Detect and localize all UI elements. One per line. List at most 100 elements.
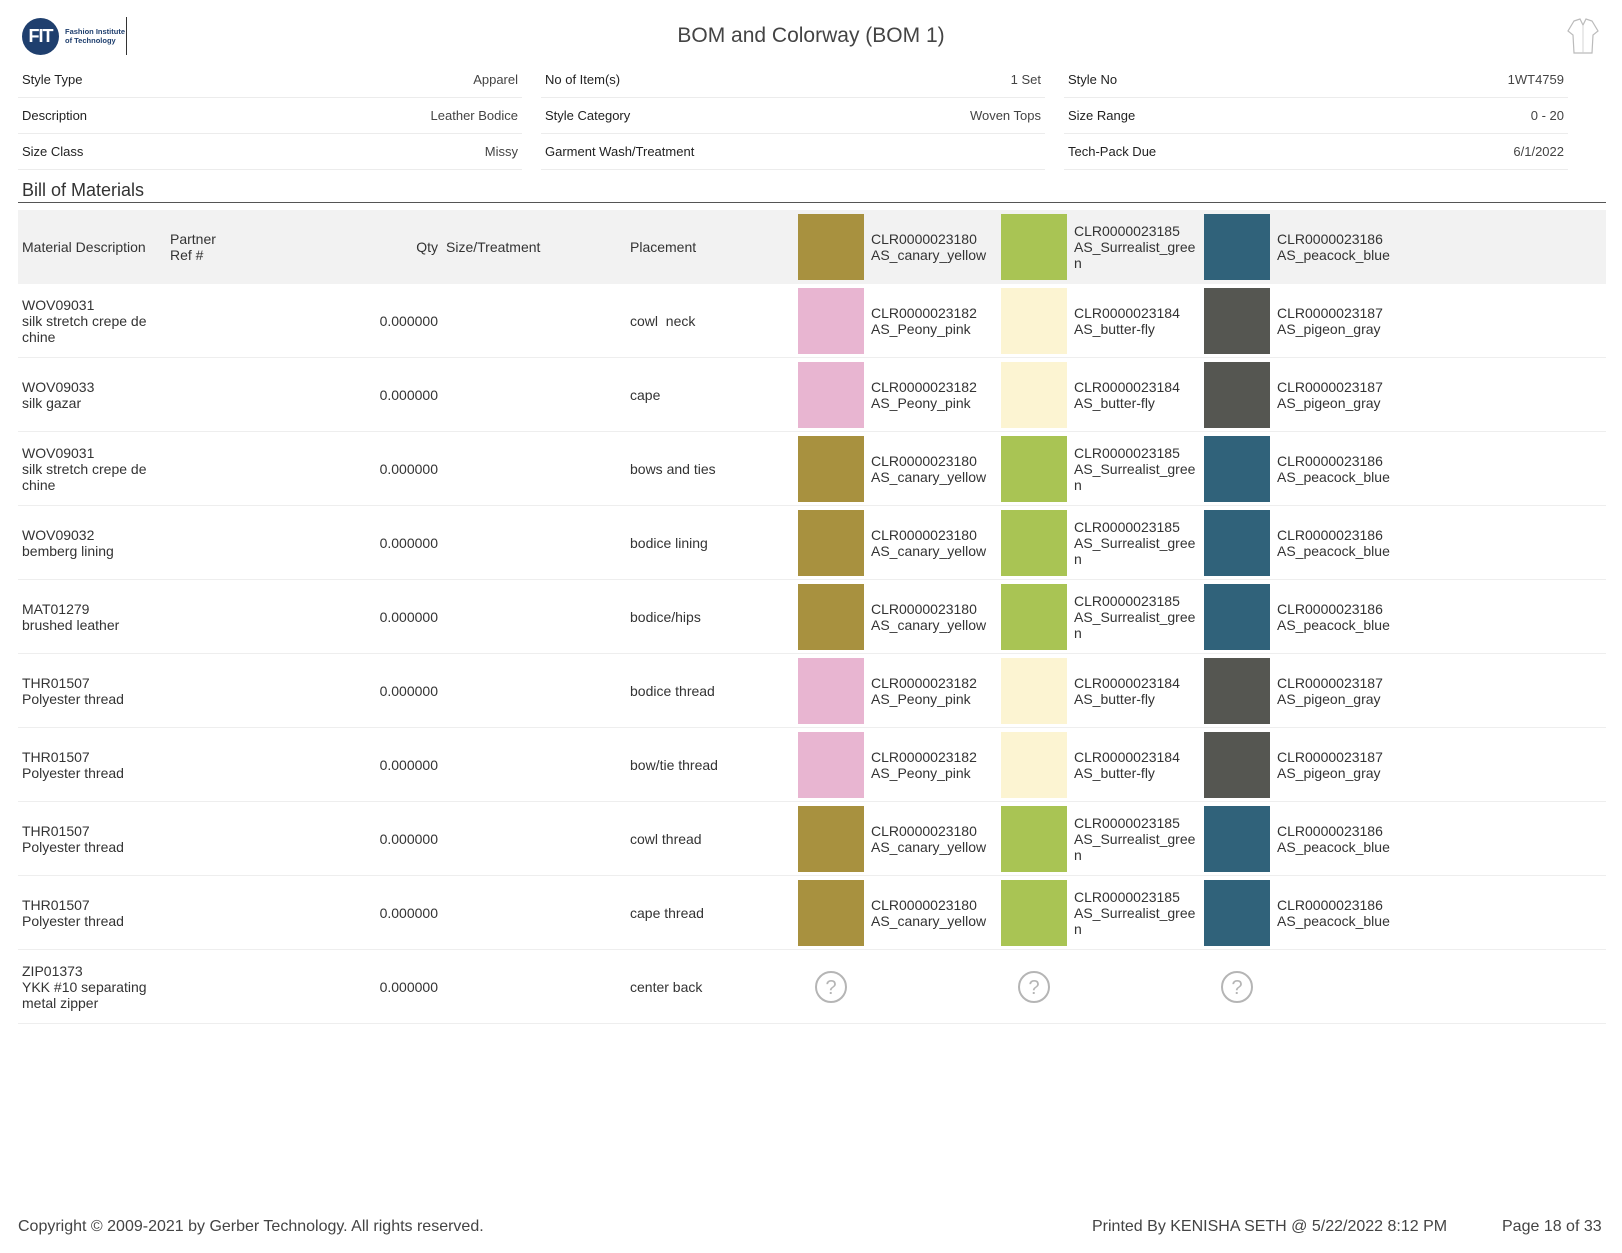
- material-description: WOV09031 silk stretch crepe de chine: [22, 296, 147, 345]
- color-name: CLR0000023182 AS_Peony_pink: [871, 378, 977, 411]
- table-row: WOV09032 bemberg lining 0.000000 bodice li…: [18, 506, 1606, 580]
- color-swatch: [1001, 362, 1067, 428]
- color-name: CLR0000023182 AS_Peony_pink: [871, 304, 977, 337]
- footer-page-number: Page 18 of 33: [1502, 1218, 1602, 1235]
- placement: bodice thread: [630, 682, 715, 699]
- col-header-partner-ref: Partner Ref #: [170, 230, 216, 263]
- color-swatch: [1204, 362, 1270, 428]
- header-field: Garment Wash/Treatment: [541, 134, 1045, 170]
- quantity: 0.000000: [379, 978, 438, 995]
- size-treatment: [446, 506, 616, 579]
- color-swatch: [1001, 288, 1067, 354]
- placement: cowl neck: [630, 312, 696, 329]
- header-field-column: Style No 1WT4759 Size Range 0 - 20 Tech-Pack…: [1064, 62, 1568, 170]
- fit-logo-text: Fashion Institute of Technology: [65, 27, 125, 45]
- color-swatch: [1001, 436, 1067, 502]
- footer-printed-by: Printed By KENISHA SETH @ 5/22/2022 8:12…: [1092, 1218, 1448, 1235]
- bom-table: Material Description Partner Ref # Qty S…: [18, 210, 1606, 1024]
- color-swatch: [798, 732, 864, 798]
- color-swatch: [1204, 510, 1270, 576]
- header-field: Description Leather Bodice: [18, 98, 522, 134]
- header-field-column: No of Item(s) 1 Set Style Category Woven To…: [541, 62, 1045, 170]
- color-name: CLR0000023187 AS_pigeon_gray: [1277, 304, 1383, 337]
- colorway-swatch: [1001, 214, 1067, 280]
- header-field: Style Type Apparel: [18, 62, 522, 98]
- color-swatch: [1204, 436, 1270, 502]
- header-field-value: Missy: [484, 144, 518, 159]
- material-description: THR01507 Polyester thread: [22, 748, 124, 781]
- color-swatch: [1204, 806, 1270, 872]
- placement: cape: [630, 386, 661, 403]
- header-field-value: Apparel: [473, 72, 518, 87]
- placement: cape thread: [630, 904, 704, 921]
- table-row: WOV09031 silk stretch crepe de chine 0.00…: [18, 432, 1606, 506]
- colorway-header-3: CLR0000023186 AS_peacock_blue: [1277, 230, 1390, 263]
- color-name: CLR0000023186 AS_peacock_blue: [1277, 822, 1390, 855]
- color-name: CLR0000023187 AS_pigeon_gray: [1277, 674, 1383, 707]
- header-field-column: Style Type Apparel Description Leather Bodi…: [18, 62, 522, 170]
- header-field: Size Range 0 - 20: [1064, 98, 1568, 134]
- partner-ref: [170, 654, 230, 727]
- partner-ref: [170, 876, 230, 949]
- quantity: 0.000000: [379, 682, 438, 699]
- color-swatch: [1204, 732, 1270, 798]
- header-field: Tech-Pack Due 6/1/2022: [1064, 134, 1568, 170]
- color-swatch: [1204, 880, 1270, 946]
- color-name: CLR0000023185 AS_Surrealist_green: [1074, 518, 1196, 567]
- colorway-swatch: [798, 214, 864, 280]
- color-swatch: [798, 584, 864, 650]
- color-name: CLR0000023180 AS_canary_yellow: [871, 600, 987, 633]
- color-swatch: [1204, 288, 1270, 354]
- colorway-header-1: CLR0000023180 AS_canary_yellow: [871, 230, 987, 263]
- size-treatment: [446, 876, 616, 949]
- placement: bows and ties: [630, 460, 716, 477]
- svg-text:?: ?: [1028, 977, 1039, 999]
- color-swatch: [798, 362, 864, 428]
- header-field-label: Size Range: [1068, 108, 1136, 123]
- material-description: THR01507 Polyester thread: [22, 674, 124, 707]
- size-treatment: [446, 432, 616, 505]
- color-swatch: [798, 880, 864, 946]
- fit-logo-mark: FIT: [22, 17, 59, 55]
- color-name: CLR0000023180 AS_canary_yellow: [871, 896, 987, 929]
- size-treatment: [446, 284, 616, 357]
- placement: center back: [630, 978, 703, 995]
- color-swatch: [1001, 584, 1067, 650]
- partner-ref: [170, 802, 230, 875]
- color-name: CLR0000023185 AS_Surrealist_green: [1074, 592, 1196, 641]
- header-field-label: Tech-Pack Due: [1068, 144, 1157, 159]
- table-row: THR01507 Polyester thread 0.000000 cape th…: [18, 876, 1606, 950]
- footer-copyright: Copyright © 2009-2021 by Gerber Technolo…: [18, 1218, 484, 1235]
- quantity: 0.000000: [379, 460, 438, 477]
- header-field-value: 1WT4759: [1507, 72, 1564, 87]
- size-treatment: [446, 802, 616, 875]
- color-name: CLR0000023182 AS_Peony_pink: [871, 748, 977, 781]
- header-field-label: Size Class: [22, 144, 84, 159]
- header-field-label: Style No: [1068, 72, 1118, 87]
- quantity: 0.000000: [379, 312, 438, 329]
- header-field-label: Style Type: [22, 72, 83, 87]
- unknown-color-icon: ?: [1018, 971, 1050, 1003]
- header-field-value: Woven Tops: [969, 108, 1041, 123]
- material-description: WOV09031 silk stretch crepe de chine: [22, 444, 147, 493]
- col-header-qty: Qty: [416, 238, 438, 255]
- partner-ref: [170, 506, 230, 579]
- color-name: CLR0000023182 AS_Peony_pink: [871, 674, 977, 707]
- color-swatch: [1001, 880, 1067, 946]
- fit-logo: FIT Fashion Institute of Technology: [22, 17, 128, 55]
- material-description: ZIP01373 YKK #10 separating metal zipper: [22, 962, 147, 1011]
- size-treatment: [446, 950, 616, 1023]
- unknown-color-icon: ?: [815, 971, 847, 1003]
- color-name: CLR0000023180 AS_canary_yellow: [871, 526, 987, 559]
- size-treatment: [446, 728, 616, 801]
- color-name: CLR0000023187 AS_pigeon_gray: [1277, 378, 1383, 411]
- color-swatch: [798, 510, 864, 576]
- placement: bow/tie thread: [630, 756, 718, 773]
- header-field-label: Description: [22, 108, 88, 123]
- size-treatment: [446, 580, 616, 653]
- material-description: THR01507 Polyester thread: [22, 896, 124, 929]
- quantity: 0.000000: [379, 756, 438, 773]
- color-swatch: [798, 658, 864, 724]
- color-swatch: [1001, 510, 1067, 576]
- color-name: CLR0000023187 AS_pigeon_gray: [1277, 748, 1383, 781]
